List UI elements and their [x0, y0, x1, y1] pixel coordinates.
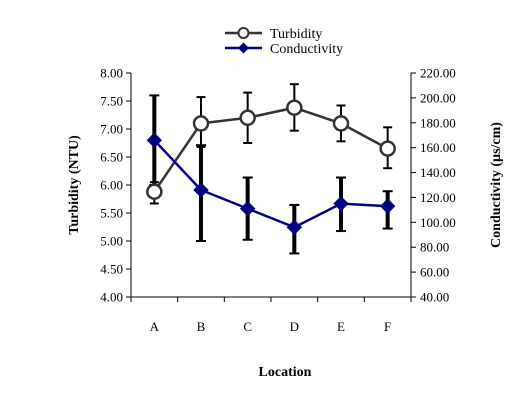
right-y-axis-title: Conductivity (µs/cm) [489, 122, 504, 248]
conductivity-point [333, 195, 349, 212]
conductivity-point [146, 132, 163, 148]
conductivity-point [286, 219, 303, 236]
left-y-tick-label: 5.50 [100, 206, 123, 221]
turbidity-point [192, 115, 210, 132]
legend-conductivity-marker [238, 42, 249, 54]
x-tick-label: D [290, 319, 299, 334]
right-y-tick-label: 180.00 [420, 115, 456, 130]
turbidity-point [332, 115, 350, 132]
x-tick-label: A [150, 319, 160, 334]
turbidity-point [146, 183, 163, 200]
right-y-tick-label: 200.00 [420, 90, 456, 105]
left-y-axis-title: Turbidity (NTU) [67, 135, 82, 235]
right-y-tick-label: 220.00 [420, 66, 456, 81]
right-y-tick-label: 160.00 [420, 140, 456, 155]
x-tick-label: E [337, 319, 345, 334]
legend-conductivity-label: Conductivity [270, 42, 343, 57]
conductivity-point [193, 182, 209, 198]
x-tick-label: F [384, 319, 391, 334]
x-tick-label: C [243, 319, 252, 334]
conductivity-series-line [153, 139, 388, 229]
right-y-tick-label: 140.00 [420, 165, 456, 180]
right-y-tick-label: 100.00 [420, 215, 456, 230]
right-y-tick-label: 80.00 [420, 240, 449, 255]
right-y-tick-label: 60.00 [420, 265, 449, 280]
left-y-tick-label: 6.00 [100, 178, 123, 193]
x-axis-title: Location [259, 365, 312, 380]
left-y-tick-label: 5.00 [100, 234, 123, 249]
left-y-tick-label: 8.00 [100, 66, 123, 81]
turbidity-series-line [153, 106, 389, 193]
x-tick-label: B [197, 319, 206, 334]
left-y-tick-label: 4.50 [100, 262, 123, 277]
legend-turbidity-marker [237, 27, 250, 39]
conductivity-point [379, 198, 396, 214]
left-y-tick-label: 7.00 [100, 122, 123, 137]
turbidity-point [286, 99, 303, 116]
turbidity-point [239, 109, 256, 127]
left-y-tick-label: 4.00 [100, 290, 123, 305]
right-y-tick-label: 40.00 [420, 290, 449, 305]
left-y-tick-label: 6.50 [100, 150, 123, 165]
right-y-tick-label: 120.00 [420, 190, 456, 205]
left-y-tick-label: 7.50 [100, 94, 123, 109]
legend-turbidity-label: Turbidity [270, 27, 322, 42]
conductivity-point [239, 200, 256, 217]
turbidity-point [379, 140, 396, 157]
